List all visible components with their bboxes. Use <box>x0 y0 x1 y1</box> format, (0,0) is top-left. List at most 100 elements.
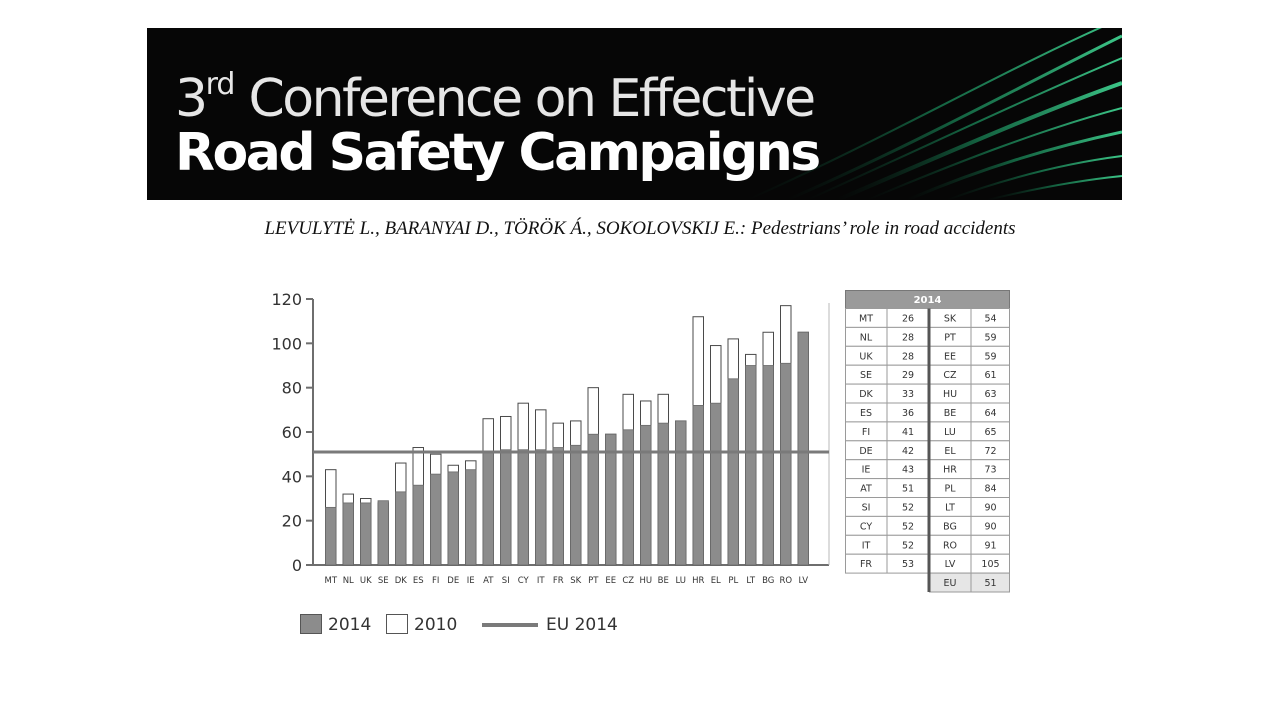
table-cell-value: 59 <box>984 351 996 362</box>
table-cell-country: DK <box>859 389 873 400</box>
x-tick-label: UK <box>360 576 372 586</box>
table-cell-value: 28 <box>902 332 914 343</box>
table-cell-value: 33 <box>902 389 914 400</box>
table-cell-country: FI <box>862 427 870 438</box>
x-tick-label: PL <box>728 576 738 586</box>
banner-title-line2: Road Safety Campaigns <box>175 123 821 183</box>
table-cell-value: 41 <box>902 427 914 438</box>
table-cell-country: LU <box>944 427 956 438</box>
x-tick-label: LV <box>798 576 808 586</box>
x-tick-label: BE <box>658 576 669 586</box>
table-cell-value: 43 <box>902 465 914 476</box>
x-tick-label: DK <box>395 576 408 586</box>
table-cell-country: UK <box>859 351 873 362</box>
chart-legend: 2014 2010 EU 2014 <box>300 612 660 638</box>
table-cell-country: CZ <box>943 370 957 381</box>
x-tick-label: NL <box>343 576 354 586</box>
table-cell-value: 54 <box>984 314 996 325</box>
table-row <box>929 459 1010 480</box>
legend-swatch-line <box>482 623 538 627</box>
table-row <box>929 440 1010 461</box>
x-tick-label: ES <box>413 576 424 586</box>
table-cell-value: 52 <box>902 503 914 514</box>
bar-2014-LT <box>745 365 757 566</box>
table-cell-country: LV <box>945 559 956 570</box>
table-cell-country: DE <box>859 446 872 457</box>
table-cell-country: PL <box>944 484 956 495</box>
y-tick-label: 40 <box>282 467 302 486</box>
table-cell-country: LT <box>945 503 955 514</box>
table-cell-country: HU <box>943 389 957 400</box>
table-cell-value: 28 <box>902 351 914 362</box>
table-cell-value: 91 <box>984 540 996 551</box>
table-cell-country: IE <box>862 465 871 476</box>
table-cell-value: 52 <box>902 521 914 532</box>
legend-swatch-outline <box>386 614 408 634</box>
table-cell-value: 64 <box>984 408 996 419</box>
table-cell-country: HR <box>943 465 957 476</box>
x-tick-label: IE <box>467 576 475 586</box>
table-cell-value: 90 <box>984 521 996 532</box>
bar-2014-CY <box>517 449 529 566</box>
table-cell-value: 72 <box>984 446 996 457</box>
table-cell-country: FR <box>860 559 872 570</box>
table-cell-country: EU <box>944 578 957 589</box>
table-cell-value: 36 <box>902 408 914 419</box>
bar-2014-AT <box>482 451 494 566</box>
bar-chart: 0 20 40 60 80 100 120 MT NL UK SE DK ES FI DE IE AT SI CY I… <box>271 290 830 586</box>
table-row <box>929 534 1010 555</box>
bar-2014-PL <box>727 378 739 566</box>
x-tick-label: FR <box>553 576 564 586</box>
table-cell-value: 29 <box>902 370 914 381</box>
table-row <box>929 402 1010 423</box>
superscript-rd: rd <box>205 67 236 102</box>
bar-2014-ES <box>412 484 424 566</box>
bar-2014-MT <box>325 506 337 566</box>
banner-title-line1: 3rd Conference on Effective <box>175 67 816 129</box>
table-cell-value: 65 <box>984 427 996 438</box>
table-cell-value: 51 <box>902 484 914 495</box>
x-tick-label: AT <box>483 576 494 586</box>
table-cell-country: MT <box>859 314 873 325</box>
bar-2014-SE <box>377 500 389 566</box>
bar-2014-DE <box>447 471 459 566</box>
x-tick-label: LU <box>675 576 686 586</box>
table-cell-country: SI <box>862 503 871 514</box>
table-cell-value: 84 <box>984 484 996 495</box>
y-tick-label: 20 <box>282 512 302 531</box>
x-tick-label: CZ <box>622 576 634 586</box>
x-tick-label: IT <box>537 576 546 586</box>
x-tick-label: PT <box>588 576 599 586</box>
x-tick-label: LT <box>746 576 756 586</box>
table-cell-country: BG <box>943 521 957 532</box>
bar-2014-SI <box>500 449 512 566</box>
table-cell-country: ES <box>860 408 872 419</box>
table-cell-country: EE <box>944 351 956 362</box>
table-row <box>929 497 1010 517</box>
bar-2014-HR <box>692 405 704 566</box>
table-row <box>929 345 1010 366</box>
bar-2014-FI <box>430 473 442 566</box>
bar-2014-LU <box>675 420 687 566</box>
x-tick-label: EL <box>711 576 721 586</box>
x-tick-label: HU <box>639 576 652 586</box>
x-tick-label: EE <box>605 576 616 586</box>
y-tick-label: 100 <box>271 334 302 353</box>
table-cell-country: CY <box>860 521 872 532</box>
table-cell-value: 51 <box>984 578 996 589</box>
legend-swatch-filled <box>300 614 322 634</box>
table-cell-value: 63 <box>984 389 996 400</box>
table-cell-country: IT <box>862 540 871 551</box>
table-cell-value: 52 <box>902 540 914 551</box>
table-cell-country: AT <box>860 484 872 495</box>
table-cell-country: NL <box>860 332 873 343</box>
table-cell-country: EL <box>944 446 956 457</box>
table-cell-value: 90 <box>984 503 996 514</box>
x-tick-label: MT <box>324 576 337 586</box>
x-tick-label: SI <box>502 576 510 586</box>
bar-2014-EE <box>605 433 617 566</box>
bar-2014-FR <box>552 447 564 566</box>
bar-2014-NL <box>342 502 354 566</box>
legend-label: 2010 <box>414 615 458 635</box>
data-table: 2014 MT 26 NL 28 UK 28 SE 29 DK 33 ES 36 FI 41 DE 42 IE 43… <box>845 290 1015 599</box>
